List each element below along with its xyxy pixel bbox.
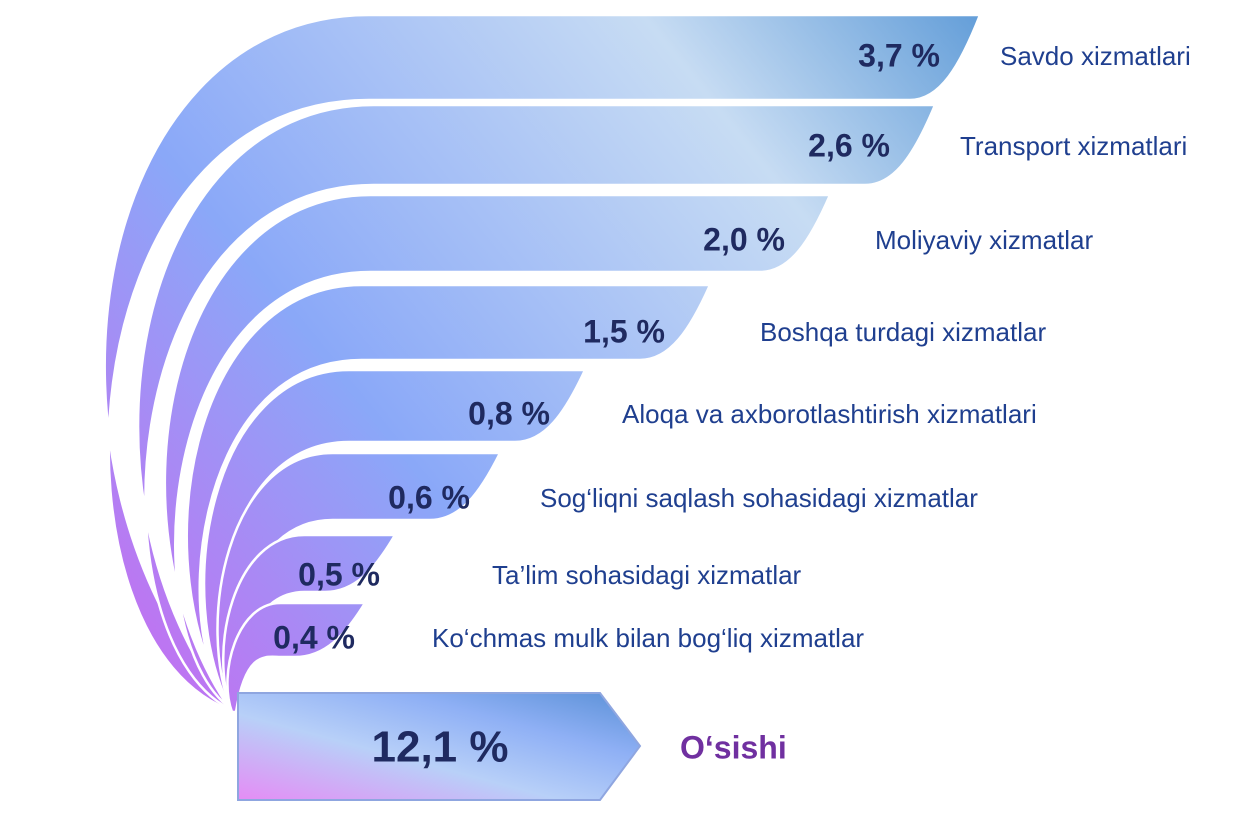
band-label: Aloqa va axborotlashtirish xizmatlari	[622, 399, 1037, 429]
band-value: 2,6 %	[808, 127, 890, 163]
band-value: 0,4 %	[273, 619, 355, 655]
band	[185, 283, 712, 714]
band-label: Sog‘liqni saqlash sohasidagi xizmatlar	[540, 483, 978, 513]
band-label: Savdo xizmatlari	[1000, 41, 1191, 71]
labels: 3,7 % Savdo xizmatlari 2,6 % Transport xizm…	[273, 37, 1191, 655]
total-box	[237, 692, 642, 801]
band	[136, 103, 937, 714]
band-label: Ko‘chmas mulk bilan bog‘liq xizmatlar	[432, 623, 864, 653]
bands	[103, 13, 982, 714]
band-label: Moliyaviy xizmatlar	[875, 225, 1093, 255]
band-value: 0,8 %	[468, 395, 550, 431]
band-label: Ta’lim sohasidagi xizmatlar	[492, 560, 802, 590]
band-value: 1,5 %	[583, 313, 665, 349]
band	[163, 193, 832, 714]
band-value: 0,5 %	[298, 556, 380, 592]
band	[103, 13, 982, 714]
band-label: Transport xizmatlari	[960, 131, 1187, 161]
total-value: 12,1 %	[372, 723, 509, 772]
total-label: O‘sishi	[680, 729, 787, 765]
band-value: 2,0 %	[703, 221, 785, 257]
band-label: Boshqa turdagi xizmatlar	[760, 317, 1046, 347]
band-value: 3,7 %	[858, 37, 940, 73]
band-value: 0,6 %	[388, 479, 470, 515]
band	[226, 601, 368, 714]
